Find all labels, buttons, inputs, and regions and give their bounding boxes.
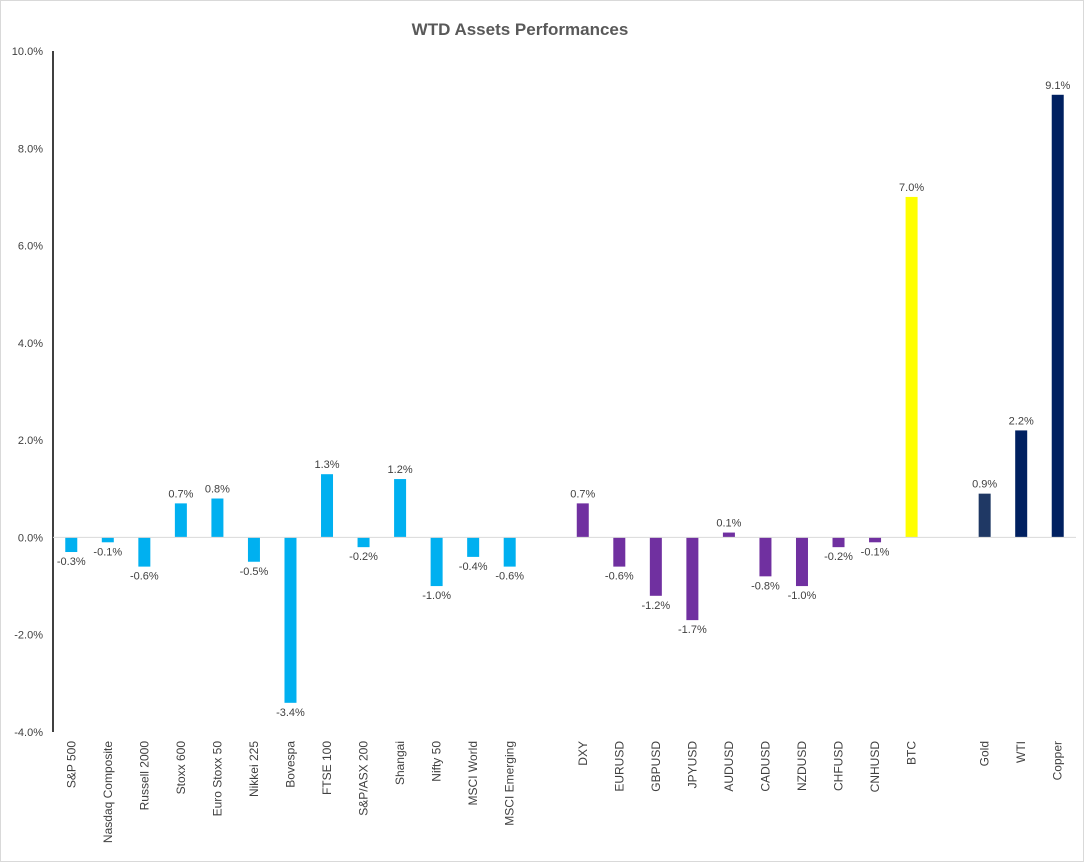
data-label: 9.1%	[1045, 80, 1070, 92]
bar	[467, 537, 480, 557]
data-label: -0.1%	[93, 546, 122, 558]
bar	[174, 503, 187, 538]
bar	[1051, 94, 1064, 538]
bar	[905, 196, 918, 538]
y-tick-label: 10.0%	[12, 46, 43, 58]
category-label: NZDUSD	[795, 741, 809, 791]
bar-series	[65, 94, 1064, 703]
data-label: -1.7%	[678, 624, 707, 636]
bar	[686, 537, 699, 621]
data-label: 1.3%	[314, 459, 339, 471]
category-label: CHFUSD	[832, 741, 846, 791]
bar	[795, 537, 808, 587]
category-label: Gold	[978, 741, 992, 766]
chart-title: WTD Assets Performances	[412, 20, 629, 39]
data-label: -1.0%	[788, 590, 817, 602]
category-label: JPYUSD	[685, 741, 699, 789]
y-tick-label: -4.0%	[14, 727, 43, 739]
bar	[722, 532, 735, 538]
data-label: -0.6%	[130, 571, 159, 583]
category-label: FTSE 100	[320, 741, 334, 795]
bar	[430, 537, 443, 587]
y-tick-label: 6.0%	[18, 241, 43, 253]
data-label: 2.2%	[1009, 415, 1034, 427]
data-label: 1.2%	[388, 464, 413, 476]
bar	[649, 537, 662, 596]
bar	[357, 537, 370, 548]
category-label: Copper	[1051, 741, 1065, 780]
data-label: 0.7%	[168, 488, 193, 500]
data-label: 7.0%	[899, 182, 924, 194]
category-label: Euro Stoxx 50	[210, 741, 224, 817]
data-labels: -0.3% -0.1% -0.6% 0.7% 0.8% -0.5% -3.4% 1.3% -0.…	[57, 80, 1071, 719]
bar	[101, 537, 114, 543]
data-label: 0.8%	[205, 484, 230, 496]
bar	[138, 537, 151, 567]
data-label: 0.1%	[716, 518, 741, 530]
bar	[321, 474, 334, 538]
data-label: -0.5%	[240, 566, 269, 578]
data-label: -0.2%	[349, 551, 378, 563]
data-label: -0.2%	[824, 551, 853, 563]
y-tick-label: -2.0%	[14, 630, 43, 642]
category-label: MSCI Emerging	[503, 741, 517, 826]
bar	[394, 479, 407, 538]
category-label: BTC	[905, 741, 919, 765]
y-tick-label: 8.0%	[18, 143, 43, 155]
data-label: 0.9%	[972, 479, 997, 491]
category-label: GBPUSD	[649, 741, 663, 792]
y-tick-label: 2.0%	[18, 435, 43, 447]
y-axis-tick-labels: -4.0% -2.0% 0.0% 2.0% 4.0% 6.0% 8.0% 10.0%	[12, 46, 43, 739]
data-label: -1.0%	[422, 590, 451, 602]
bar	[503, 537, 516, 567]
x-axis-category-labels: S&P 500 Nasdaq Composite Russell 2000 Stoxx…	[64, 741, 1064, 843]
data-label: -0.6%	[605, 571, 634, 583]
category-label: MSCI World	[466, 741, 480, 805]
bar	[576, 503, 589, 538]
category-label: CNHUSD	[868, 741, 882, 793]
bar	[759, 537, 772, 577]
category-label: CADUSD	[758, 741, 772, 792]
category-label: AUDUSD	[722, 741, 736, 792]
y-tick-label: 4.0%	[18, 338, 43, 350]
data-label: -0.4%	[459, 561, 488, 573]
category-label: Nikkei 225	[247, 741, 261, 797]
category-label: Nifty 50	[430, 741, 444, 782]
y-tick-label: 0.0%	[18, 532, 43, 544]
category-label: Russell 2000	[137, 741, 151, 811]
data-label: 0.7%	[570, 488, 595, 500]
category-label: S&P 500	[64, 741, 78, 788]
bar	[65, 537, 78, 553]
bar	[978, 493, 991, 538]
bar	[613, 537, 626, 567]
category-label: Stoxx 600	[174, 741, 188, 795]
bar	[869, 537, 882, 543]
data-label: -1.2%	[641, 600, 670, 612]
category-label: Bovespa	[283, 741, 297, 788]
category-label: WTI	[1014, 741, 1028, 763]
data-label: -0.1%	[861, 546, 890, 558]
category-label: DXY	[576, 741, 590, 766]
bar	[211, 498, 224, 538]
category-label: Nasdaq Composite	[101, 741, 115, 843]
bar	[247, 537, 260, 562]
data-label: -0.6%	[495, 571, 524, 583]
data-label: -3.4%	[276, 707, 305, 719]
category-label: EURUSD	[612, 741, 626, 792]
data-label: -0.8%	[751, 580, 780, 592]
data-label: -0.3%	[57, 556, 86, 568]
category-label: S&P/ASX 200	[357, 741, 371, 816]
bar	[284, 537, 297, 703]
bar	[1015, 430, 1028, 538]
category-label: Shangai	[393, 741, 407, 785]
bar	[832, 537, 845, 548]
